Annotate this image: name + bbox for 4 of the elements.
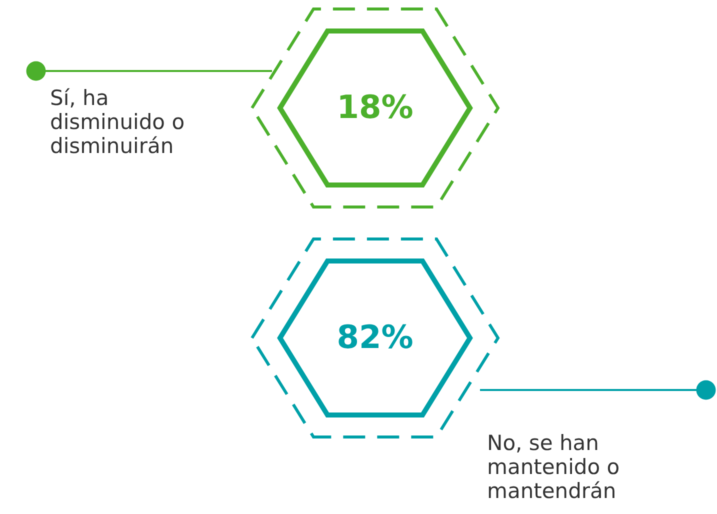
category-label: No, se han mantenido o mantendrán bbox=[487, 431, 620, 503]
data-label: 82% bbox=[336, 318, 414, 356]
data-label: 18% bbox=[336, 88, 414, 126]
category-label: Sí, ha disminuido o disminuirán bbox=[50, 86, 185, 158]
